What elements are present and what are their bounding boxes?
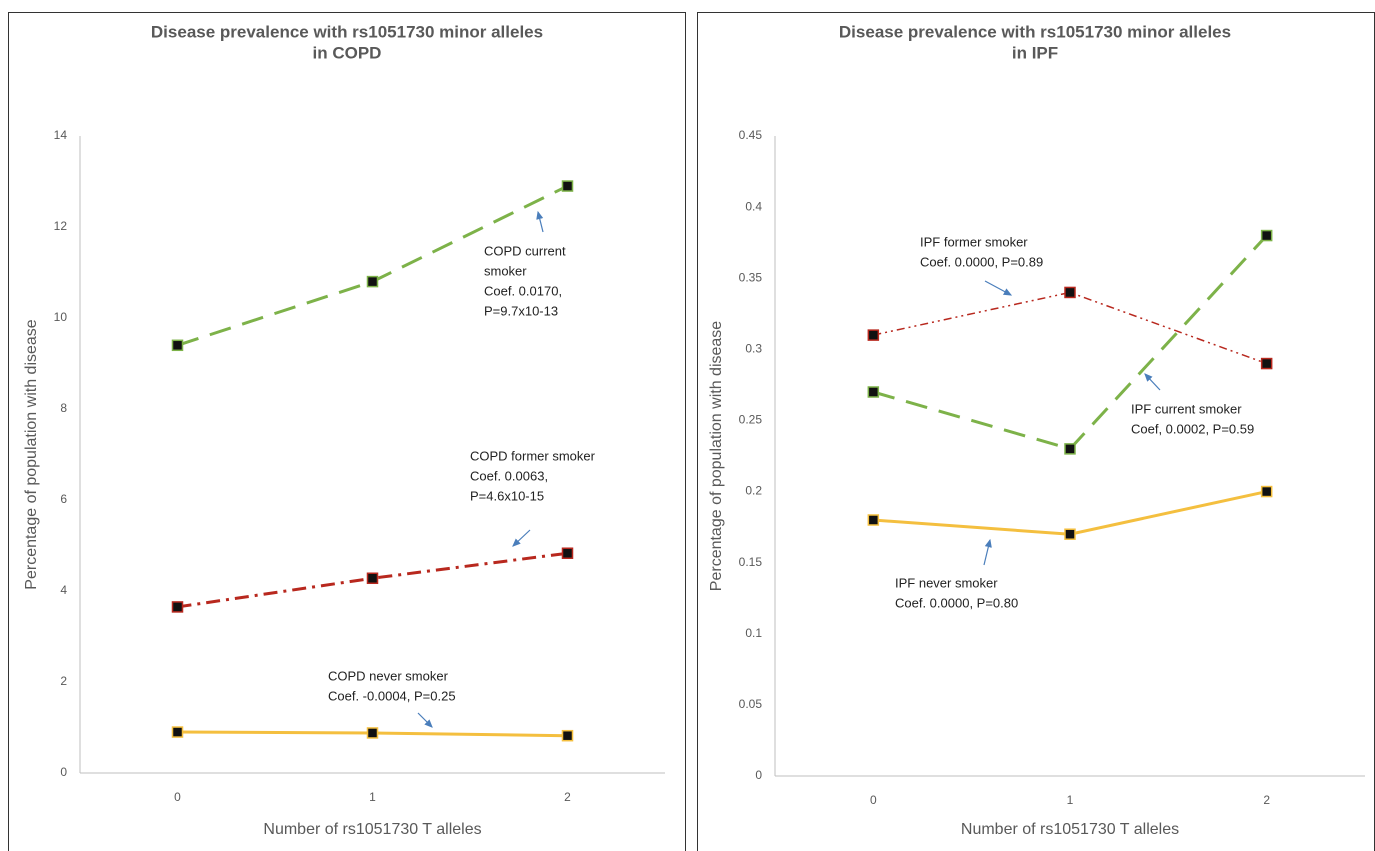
annotation-text: IPF former smoker — [920, 234, 1028, 249]
y-tick-label: 14 — [54, 128, 68, 142]
annotation-text: Coef. 0.0000, P=0.80 — [895, 595, 1018, 610]
annotation-arrow — [512, 529, 531, 547]
annotation-arrow — [984, 280, 1013, 296]
chart-title: Disease prevalence with rs1051730 minor … — [839, 22, 1231, 41]
point-marker — [1064, 443, 1076, 455]
y-tick-label: 8 — [60, 401, 67, 415]
annotation-text: P=4.6x10-15 — [470, 488, 544, 503]
annotation-arrow — [983, 538, 992, 566]
point-marker — [366, 275, 379, 288]
annotation-text: IPF current smoker — [1131, 401, 1242, 416]
point-marker — [561, 729, 574, 742]
annotation-text: Coef. -0.0004, P=0.25 — [328, 688, 456, 703]
annotation-text: IPF never smoker — [895, 575, 998, 590]
y-tick-label: 0 — [755, 768, 762, 782]
x-axis-label: Number of rs1051730 T alleles — [263, 821, 481, 838]
y-tick-label: 0 — [60, 765, 67, 779]
x-tick-label: 2 — [564, 790, 571, 804]
annotation-arrow — [417, 712, 433, 728]
annotation-arrow — [1144, 373, 1161, 391]
annotation-text: Coef, 0.0002, P=0.59 — [1131, 421, 1254, 436]
point-marker — [1064, 286, 1076, 299]
y-tick-label: 0.35 — [739, 270, 763, 284]
chart-title: Disease prevalence with rs1051730 minor … — [151, 22, 543, 41]
y-axis-label: Percentage of population with disease — [23, 319, 40, 590]
y-axis-label: Percentage of population with disease — [708, 321, 725, 592]
annotation-text: Coef. 0.0000, P=0.89 — [920, 254, 1043, 269]
y-tick-label: 0.4 — [745, 199, 762, 213]
y-tick-label: 2 — [60, 674, 67, 688]
x-tick-label: 0 — [870, 793, 877, 807]
series-line — [873, 291, 1267, 365]
point-marker — [1260, 485, 1273, 498]
series-line — [873, 490, 1267, 536]
point-marker — [171, 601, 184, 613]
y-tick-label: 4 — [60, 583, 67, 597]
y-tick-label: 0.25 — [739, 413, 763, 427]
point-marker — [1260, 357, 1273, 370]
y-tick-label: 10 — [54, 310, 68, 324]
y-tick-label: 0.45 — [739, 128, 763, 142]
annotation-text: P=9.7x10-13 — [484, 303, 558, 318]
panel-border — [697, 12, 1375, 851]
annotation-text: Coef. 0.0063, — [470, 468, 548, 483]
annotation-text: COPD current — [484, 243, 566, 258]
annotation-text: COPD former smoker — [470, 448, 596, 463]
y-tick-label: 0.2 — [745, 484, 762, 498]
series-line — [177, 551, 568, 609]
point-marker — [1064, 528, 1076, 540]
x-axis-label: Number of rs1051730 T alleles — [961, 821, 1179, 838]
point-marker — [867, 329, 880, 341]
chart-title: in IPF — [1012, 43, 1058, 62]
x-tick-label: 2 — [1263, 793, 1270, 807]
y-tick-label: 0.15 — [739, 555, 763, 569]
point-marker — [1260, 229, 1273, 242]
y-tick-label: 12 — [54, 219, 68, 233]
annotation-text: smoker — [484, 263, 527, 278]
point-marker — [561, 547, 574, 559]
point-marker — [561, 180, 574, 192]
y-tick-label: 0.3 — [745, 342, 762, 356]
annotation-text: Coef. 0.0170, — [484, 283, 562, 298]
point-marker — [867, 514, 880, 526]
panel-border — [8, 12, 686, 851]
chart-title: in COPD — [313, 43, 382, 62]
annotation-arrow — [536, 210, 544, 233]
x-tick-label: 1 — [369, 790, 376, 804]
point-marker — [867, 386, 880, 398]
x-tick-label: 0 — [174, 790, 181, 804]
point-marker — [171, 339, 184, 352]
x-tick-label: 1 — [1067, 793, 1074, 807]
point-marker — [171, 726, 184, 738]
y-tick-label: 6 — [60, 492, 67, 506]
point-marker — [366, 727, 379, 739]
point-marker — [366, 572, 379, 585]
annotation-text: COPD never smoker — [328, 668, 449, 683]
y-tick-label: 0.1 — [745, 626, 762, 640]
y-tick-label: 0.05 — [739, 697, 763, 711]
